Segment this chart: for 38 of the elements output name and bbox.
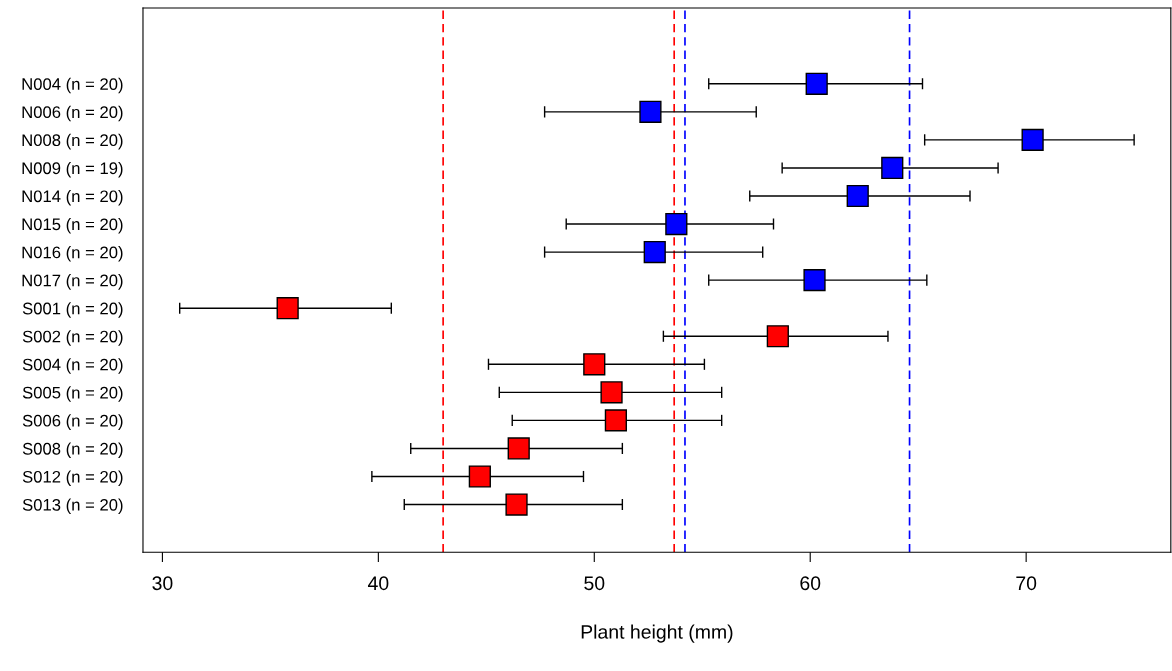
y-tick-label: S001 (n = 20) <box>22 302 123 318</box>
point <box>1021 128 1044 152</box>
point <box>468 465 491 488</box>
point <box>766 325 789 348</box>
x-axis-title: Plant height (mm) <box>581 624 733 643</box>
y-tick-label: N006 (n = 20) <box>22 105 123 122</box>
point <box>643 240 666 264</box>
y-tick-label: N004 (n = 20) <box>22 77 123 94</box>
y-tick-label: S005 (n = 20) <box>22 386 123 402</box>
x-tick-label: 70 <box>1016 576 1037 591</box>
point <box>881 156 904 180</box>
point <box>805 72 828 95</box>
point <box>604 409 627 432</box>
y-tick-label: N016 (n = 20) <box>22 246 123 262</box>
y-tick-label: S013 (n = 20) <box>22 498 123 515</box>
x-tick-label: 50 <box>584 576 605 591</box>
y-tick-label: N014 (n = 20) <box>22 189 123 206</box>
point <box>507 437 530 460</box>
point <box>600 381 623 404</box>
y-tick-label: S012 (n = 20) <box>22 470 123 486</box>
y-tick-label: S008 (n = 20) <box>22 442 123 458</box>
x-tick-label: 40 <box>367 576 389 591</box>
y-tick-label: N008 (n = 20) <box>22 133 123 150</box>
point <box>803 269 826 292</box>
x-tick-label: 30 <box>152 576 173 591</box>
x-tick-label: 60 <box>800 576 821 591</box>
point <box>639 100 662 123</box>
point <box>665 212 688 236</box>
point <box>583 353 606 376</box>
y-tick-label: S006 (n = 20) <box>22 414 123 430</box>
y-tick-label: N015 (n = 20) <box>22 218 123 234</box>
point <box>846 184 869 208</box>
y-tick-label: N009 (n = 19) <box>22 161 123 178</box>
y-tick-label: S002 (n = 20) <box>22 330 123 346</box>
y-tick-label: N017 (n = 20) <box>22 274 123 290</box>
point <box>276 297 299 320</box>
y-tick-label: S004 (n = 20) <box>22 358 123 374</box>
point <box>505 493 528 516</box>
